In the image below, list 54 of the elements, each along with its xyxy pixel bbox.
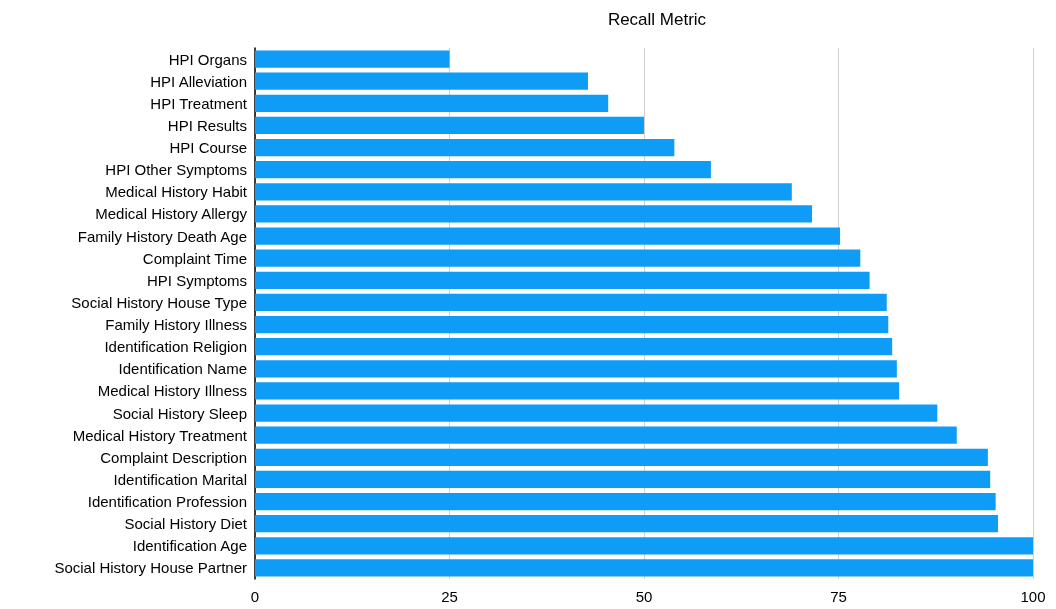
bar [255,271,870,289]
y-tick-label: HPI Treatment [150,94,248,112]
y-tick-label: HPI Other Symptoms [105,161,247,179]
y-tick-label: Family History Death Age [77,227,247,245]
bar [255,382,900,400]
bar [255,227,841,245]
bar [255,448,988,466]
x-tick-label: 25 [441,588,458,605]
y-tick-label: Identification Religion [104,338,247,356]
y-tick-label: Identification Age [132,537,247,555]
y-tick-label: Identification Marital [113,470,247,488]
bar [255,72,588,90]
bar [255,537,1033,555]
bar [255,293,887,312]
bar [255,116,644,135]
bar [255,50,450,68]
bar [255,338,893,356]
y-tick-label: Social History House Partner [54,559,247,577]
bar [255,315,889,334]
y-tick-label: Medical History Allergy [95,205,248,223]
y-tick-label: HPI Course [169,139,247,157]
y-tick-label: Family History Illness [105,316,247,334]
y-tick-label: HPI Alleviation [150,72,247,90]
bar [255,404,938,422]
bar [255,426,957,444]
bar [255,360,897,378]
y-tick-label: Social History Sleep [112,404,247,422]
x-tick-label: 100 [1020,588,1046,605]
bar [255,515,998,533]
bar [255,161,711,179]
y-tick-label: Medical History Illness [97,382,247,400]
y-tick-label: Social History Diet [124,515,248,533]
bar [255,94,609,112]
y-tick-label: Identification Profession [87,493,247,511]
bar [255,470,991,489]
y-tick-label: Complaint Time [142,249,247,267]
y-tick-label: HPI Organs [168,50,247,68]
x-tick-label: 50 [635,588,653,605]
y-tick-label: HPI Symptoms [146,271,247,289]
x-tick-label: 0 [250,588,260,605]
y-tick-label: Social History House Type [71,293,247,311]
y-tick-label: HPI Results [167,116,247,134]
x-tick-label: 75 [830,588,847,605]
y-tick-label: Medical History Treatment [72,426,248,444]
y-tick-label: Medical History Habit [105,183,248,201]
bar [255,249,861,267]
bar [255,138,675,157]
chart-title: Recall Metric [607,10,707,29]
bar [255,183,792,201]
bar [255,205,813,223]
y-tick-label: Identification Name [118,360,247,378]
y-tick-label: Complaint Description [100,448,247,466]
bar [255,559,1033,577]
bar [255,492,996,511]
